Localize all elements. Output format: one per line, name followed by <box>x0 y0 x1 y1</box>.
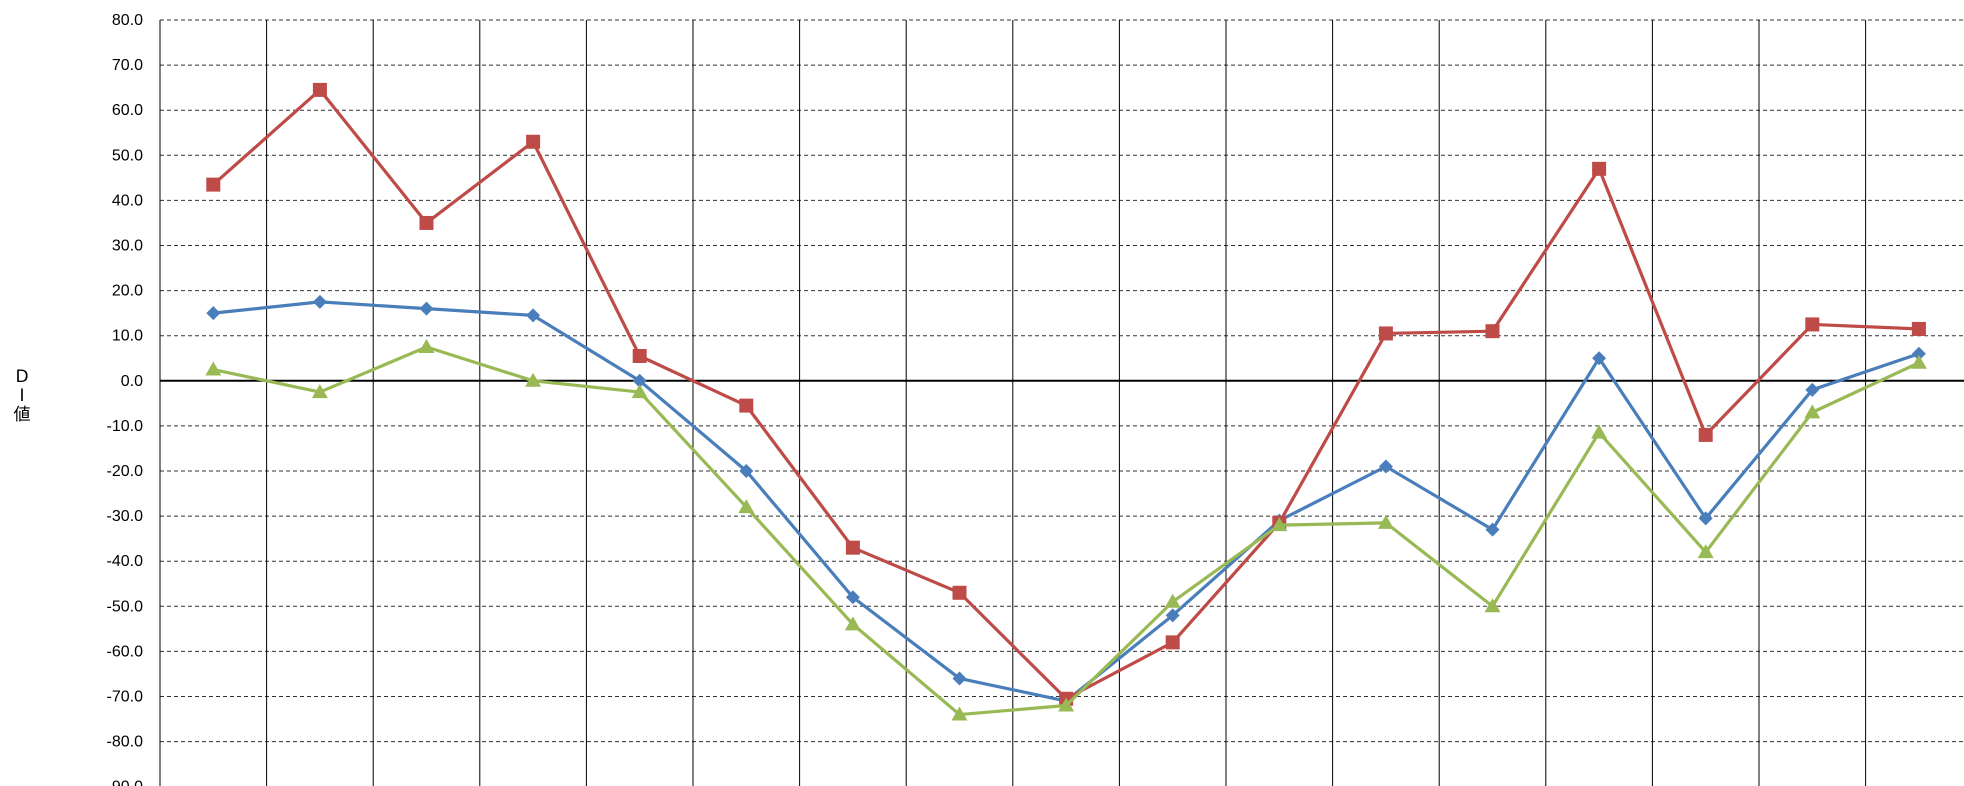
series-3-point <box>951 706 968 721</box>
series-2-point <box>1911 321 1926 336</box>
series-2-point <box>419 215 434 230</box>
series-2-point <box>312 82 327 97</box>
series-3-point <box>205 361 222 376</box>
series-3-point <box>1804 404 1821 419</box>
series-2-point <box>1805 317 1820 332</box>
series-1-point <box>206 306 221 321</box>
series-2-point <box>739 398 754 413</box>
series-3-point <box>1271 517 1288 532</box>
series-3-point <box>1591 424 1608 439</box>
y-tick-label: -70.0 <box>107 689 144 706</box>
series-2-line <box>212 88 1919 701</box>
y-axis-label-char: I <box>19 386 25 406</box>
series-2-point <box>952 585 967 600</box>
series-2-point <box>206 177 221 192</box>
series-3-point <box>631 384 648 399</box>
y-tick-label: -90.0 <box>107 779 144 786</box>
y-tick-label: 70.0 <box>112 57 143 74</box>
series-1-point <box>526 308 541 323</box>
series-2-point <box>845 540 860 555</box>
series-1-point <box>1911 346 1926 361</box>
y-axis-label-char: 値 <box>13 405 31 425</box>
series-3-point <box>1058 697 1075 712</box>
series-1-point <box>1698 511 1713 526</box>
series-1-point <box>1592 351 1607 366</box>
y-tick-label: 20.0 <box>112 283 143 300</box>
series-3-point <box>1164 593 1181 608</box>
series-3-point <box>311 384 328 399</box>
series-1-point <box>1485 522 1500 537</box>
series-3-point <box>418 338 435 353</box>
y-tick-label: 50.0 <box>112 147 143 164</box>
series-1-point <box>419 301 434 316</box>
y-tick-label: -60.0 <box>107 643 144 660</box>
y-tick-label: -10.0 <box>107 418 144 435</box>
series-3-point <box>1484 598 1501 613</box>
y-tick-label: -20.0 <box>107 463 144 480</box>
series-1-point <box>312 294 327 309</box>
y-tick-label: 30.0 <box>112 238 143 255</box>
y-tick-label: 80.0 <box>112 12 143 29</box>
series-2-point <box>1592 161 1607 176</box>
y-tick-label: -50.0 <box>107 598 144 615</box>
series-1-point <box>739 464 754 478</box>
series-1-point <box>1165 608 1180 623</box>
series-1-point <box>952 671 967 686</box>
y-tick-label: 60.0 <box>112 102 143 119</box>
y-tick-label: -30.0 <box>107 508 144 525</box>
series-3-point <box>738 499 755 514</box>
y-tick-label: 0.0 <box>121 373 143 390</box>
series-1-point <box>1805 382 1820 397</box>
y-tick-label: 40.0 <box>112 192 143 209</box>
series-1-point <box>845 590 860 605</box>
y-tick-label: 10.0 <box>112 328 143 345</box>
series-3-line <box>212 345 1920 717</box>
series-1-point <box>632 373 647 388</box>
series-3-point <box>1697 544 1714 559</box>
y-tick-label: -40.0 <box>107 553 144 570</box>
y-tick-label: -80.0 <box>107 734 144 751</box>
series-2-point <box>526 134 541 149</box>
y-axis-label-char: D <box>15 367 29 387</box>
series-3-point <box>844 616 861 631</box>
series-2-point <box>1698 427 1713 442</box>
series-2-point <box>1165 635 1180 650</box>
series-3-point <box>1910 354 1927 369</box>
series-3-point <box>525 372 542 387</box>
series-2-point <box>1485 324 1500 339</box>
series-1-point <box>1378 459 1393 474</box>
series-2-point <box>632 348 647 363</box>
series-3-point <box>1377 514 1394 529</box>
series-2-point <box>1378 326 1393 341</box>
